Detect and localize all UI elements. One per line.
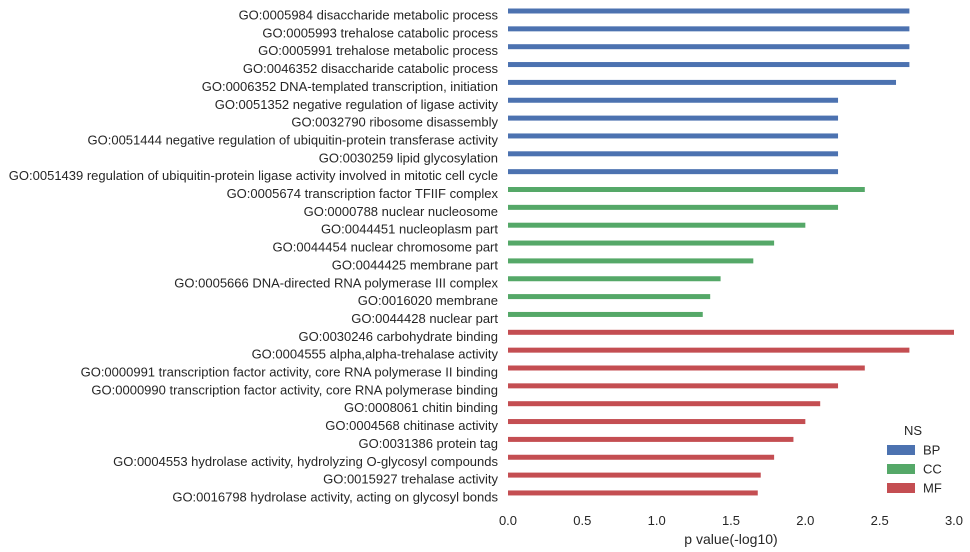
bar-21 — [508, 365, 865, 371]
x-tick-label-2: 0.5 — [573, 513, 591, 528]
bar-17 — [508, 294, 711, 300]
category-label-8: GO:0051444 negative regulation of ubiqui… — [88, 132, 499, 147]
bar-20 — [508, 347, 910, 353]
legend-label-bp: BP — [923, 443, 940, 458]
bar-9 — [508, 151, 839, 157]
category-label-15: GO:0044425 membrane part — [332, 257, 499, 272]
legend-label-mf: MF — [923, 481, 942, 496]
bar-11 — [508, 187, 865, 192]
bar-14 — [508, 240, 775, 246]
legend-title: NS — [904, 423, 922, 438]
category-label-5: GO:0006352 DNA-templated transcription, … — [202, 79, 498, 94]
x-tick-label-4: 1.5 — [722, 513, 740, 528]
x-tick-label-1: 0.0 — [499, 513, 517, 528]
bar-26 — [508, 454, 775, 460]
category-label-25: GO:0031386 protein tag — [359, 436, 499, 451]
bar-13 — [508, 222, 806, 228]
x-tick-label-3: 1.0 — [648, 513, 666, 528]
category-label-28: GO:0016798 hydrolase activity, acting on… — [172, 489, 498, 504]
bar-23 — [508, 401, 821, 407]
category-label-22: GO:0000990 transcription factor activity… — [91, 382, 498, 397]
bar-27 — [508, 472, 761, 478]
category-label-3: GO:0005991 trehalose metabolic process — [258, 43, 498, 58]
category-label-19: GO:0030246 carbohydrate binding — [299, 329, 498, 344]
bar-12 — [508, 204, 839, 210]
bar-25 — [508, 436, 794, 442]
bar-16 — [508, 276, 721, 282]
bar-6 — [508, 97, 839, 103]
bar-7 — [508, 115, 839, 121]
bar-2 — [508, 26, 910, 32]
x-tick-label-6: 2.5 — [871, 513, 889, 528]
category-label-1: GO:0005984 disaccharide metabolic proces… — [239, 8, 499, 23]
bar-4 — [508, 62, 910, 68]
category-label-14: GO:0044454 nuclear chromosome part — [273, 240, 499, 255]
category-label-18: GO:0044428 nuclear part — [351, 311, 498, 326]
bar-15 — [508, 258, 754, 264]
bar-10 — [508, 169, 839, 175]
category-label-9: GO:0030259 lipid glycosylation — [319, 150, 498, 165]
bar-18 — [508, 311, 703, 317]
category-label-12: GO:0000788 nuclear nucleosome — [304, 204, 498, 219]
bar-8 — [508, 133, 839, 139]
bars-layer — [508, 8, 954, 496]
legend-swatch-cc — [887, 464, 915, 474]
category-label-7: GO:0032790 ribosome disassembly — [291, 115, 498, 130]
category-label-21: GO:0000991 transcription factor activity… — [81, 365, 498, 380]
category-label-20: GO:0004555 alpha,alpha-trehalase activit… — [252, 347, 499, 362]
category-label-27: GO:0015927 trehalase activity — [323, 472, 498, 487]
category-label-6: GO:0051352 negative regulation of ligase… — [215, 97, 499, 112]
bar-5 — [508, 79, 897, 85]
legend-swatch-mf — [887, 483, 915, 493]
category-labels: GO:0005984 disaccharide metabolic proces… — [9, 8, 499, 505]
x-tick-label-5: 2.0 — [796, 513, 814, 528]
category-label-24: GO:0004568 chitinase activity — [325, 418, 498, 433]
category-label-11: GO:0005674 transcription factor TFIIF co… — [227, 186, 499, 201]
legend-label-cc: CC — [923, 462, 942, 477]
x-tick-label-7: 3.0 — [945, 513, 963, 528]
bar-28 — [508, 490, 758, 496]
category-label-13: GO:0044451 nucleoplasm part — [321, 222, 498, 237]
legend: NS BP CC MF — [887, 423, 942, 496]
bar-1 — [508, 8, 910, 14]
x-axis-title: p value(-log10) — [684, 531, 777, 547]
bar-3 — [508, 44, 910, 50]
legend-swatch-bp — [887, 445, 915, 455]
bar-19 — [508, 329, 954, 335]
x-axis: p value(-log10) 0.0 0.5 1.0 1.5 2.0 2.5 3.0 — [499, 513, 963, 547]
category-label-16: GO:0005666 DNA-directed RNA polymerase I… — [174, 275, 498, 290]
category-label-23: GO:0008061 chitin binding — [344, 400, 498, 415]
category-label-4: GO:0046352 disaccharide catabolic proces… — [243, 61, 499, 76]
category-label-10: GO:0051439 regulation of ubiquitin-prote… — [9, 168, 498, 183]
category-label-26: GO:0004553 hydrolase activity, hydrolyzi… — [113, 454, 498, 469]
category-label-2: GO:0005993 trehalose catabolic process — [262, 25, 498, 40]
bar-22 — [508, 383, 839, 389]
bar-24 — [508, 419, 806, 425]
category-label-17: GO:0016020 membrane — [358, 293, 498, 308]
